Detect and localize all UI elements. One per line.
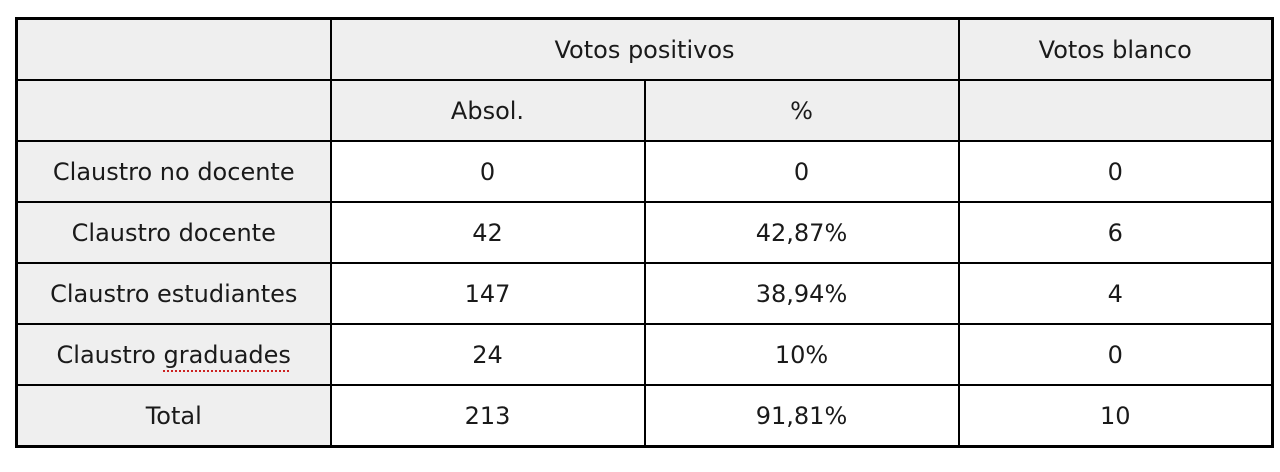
table-row-total: Total 213 91,81% 10	[15, 384, 1274, 448]
blanco-value: 4	[957, 262, 1274, 325]
corner-empty-cell	[15, 17, 332, 81]
row-label-prefix: Claustro	[56, 340, 164, 369]
results-table-container: Votos positivos Votos blanco Absol. % Cl…	[15, 17, 1274, 448]
absol-value: 24	[329, 323, 646, 386]
subheader-empty-cell	[15, 79, 332, 142]
blanco-total-value: 10	[957, 384, 1274, 448]
percent-column-header: %	[643, 79, 960, 142]
table-row: Claustro docente 42 42,87% 6	[15, 201, 1274, 264]
absol-column-header: Absol.	[329, 79, 646, 142]
percent-value: 0	[643, 140, 960, 203]
blanco-value: 0	[957, 323, 1274, 386]
blanco-value: 0	[957, 140, 1274, 203]
row-label-claustro-estudiantes: Claustro estudiantes	[15, 262, 332, 325]
spellcheck-underlined-word: graduades	[163, 340, 291, 373]
row-label-claustro-graduades: Claustro graduades	[15, 323, 332, 386]
votos-blanco-empty-subheader	[957, 79, 1274, 142]
row-label-claustro-docente: Claustro docente	[15, 201, 332, 264]
row-label-claustro-no-docente: Claustro no docente	[15, 140, 332, 203]
votos-blanco-header: Votos blanco	[957, 17, 1274, 81]
absol-total-value: 213	[329, 384, 646, 448]
table-row: Claustro no docente 0 0 0	[15, 140, 1274, 203]
absol-value: 0	[329, 140, 646, 203]
header-row-subcolumns: Absol. %	[15, 79, 1274, 142]
absol-value: 42	[329, 201, 646, 264]
header-row-groups: Votos positivos Votos blanco	[15, 17, 1274, 81]
votos-positivos-header: Votos positivos	[329, 17, 960, 81]
votes-results-table: Votos positivos Votos blanco Absol. % Cl…	[15, 17, 1274, 448]
absol-value: 147	[329, 262, 646, 325]
percent-value: 42,87%	[643, 201, 960, 264]
percent-value: 38,94%	[643, 262, 960, 325]
table-row: Claustro graduades 24 10% 0	[15, 323, 1274, 386]
percent-value: 10%	[643, 323, 960, 386]
blanco-value: 6	[957, 201, 1274, 264]
table-row: Claustro estudiantes 147 38,94% 4	[15, 262, 1274, 325]
percent-total-value: 91,81%	[643, 384, 960, 448]
row-label-total: Total	[15, 384, 332, 448]
